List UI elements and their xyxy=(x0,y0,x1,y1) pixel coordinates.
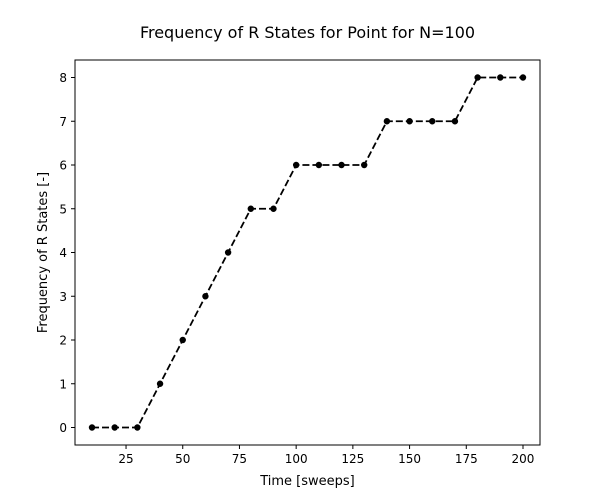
x-tick-label: 200 xyxy=(512,452,535,466)
data-point xyxy=(134,424,141,431)
series-line xyxy=(92,76,523,429)
y-tick-label: 3 xyxy=(59,290,67,304)
data-point xyxy=(315,161,323,169)
data-point xyxy=(88,424,96,431)
data-point xyxy=(156,380,164,387)
data-point xyxy=(451,118,459,125)
y-tick-label: 5 xyxy=(59,202,67,216)
data-point xyxy=(383,118,391,125)
series-markers xyxy=(88,74,527,431)
y-axis-label: Frequency of R States [-] xyxy=(36,172,51,333)
data-point xyxy=(202,293,209,300)
x-tick-label: 150 xyxy=(398,452,421,466)
x-tick-label: 25 xyxy=(118,452,133,466)
data-point xyxy=(361,161,368,169)
x-tick-label: 100 xyxy=(285,452,308,466)
x-axis-label: Time [sweeps] xyxy=(259,474,355,489)
data-point xyxy=(111,424,118,431)
data-point xyxy=(429,118,436,125)
data-point xyxy=(338,161,345,169)
y-tick-label: 0 xyxy=(59,421,67,435)
data-point xyxy=(224,249,232,256)
y-tick-label: 7 xyxy=(59,115,67,129)
plot-frame xyxy=(74,59,541,446)
y-tick-label: 8 xyxy=(59,71,67,85)
y-tick-label: 6 xyxy=(59,159,67,173)
data-point xyxy=(247,205,254,212)
data-point xyxy=(292,161,300,169)
x-tick-label: 125 xyxy=(341,452,364,466)
x-tick-label: 50 xyxy=(175,452,190,466)
y-tick-label: 4 xyxy=(59,246,67,260)
x-tick-label: 175 xyxy=(455,452,478,466)
data-point xyxy=(270,205,277,212)
y-tick-label: 2 xyxy=(59,334,67,348)
data-point xyxy=(474,74,481,81)
chart-title: Frequency of R States for Point for N=10… xyxy=(140,23,475,42)
data-point xyxy=(497,74,504,81)
y-tick-label: 1 xyxy=(59,377,67,391)
x-tick-label: 75 xyxy=(232,452,247,466)
data-point xyxy=(179,336,186,344)
data-point xyxy=(519,74,527,81)
x-axis-ticks: 25 50 75 100 125 150 175 200 xyxy=(118,445,534,466)
y-axis-ticks: 0 1 2 3 4 5 6 7 8 xyxy=(59,71,75,435)
data-point xyxy=(406,118,413,125)
